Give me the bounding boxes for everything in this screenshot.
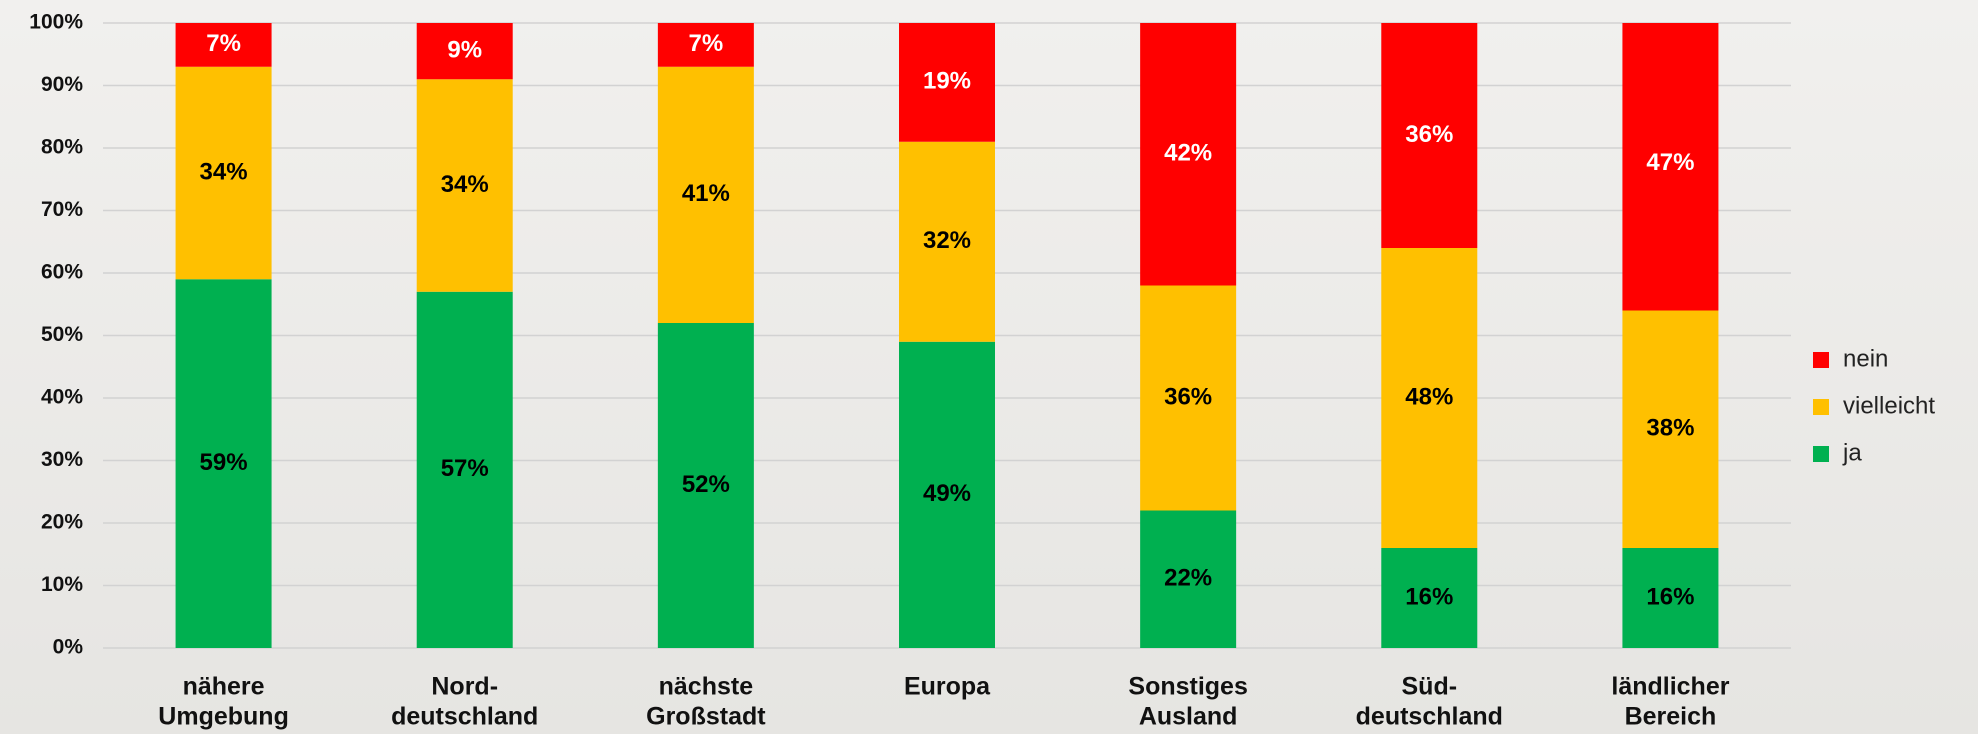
data-label: 32% — [923, 227, 971, 254]
x-tick-label: Ausland — [1139, 703, 1238, 731]
data-label: 9% — [447, 36, 482, 63]
bar-segment — [175, 66, 272, 280]
y-tick-label: 50% — [41, 323, 83, 346]
bar-segment — [657, 66, 754, 323]
y-tick-label: 30% — [41, 448, 83, 471]
x-tick-label: Bereich — [1625, 703, 1717, 731]
bar-segment — [899, 341, 995, 648]
data-label: 19% — [923, 68, 971, 95]
data-label: 42% — [1164, 140, 1212, 167]
data-label: 41% — [682, 180, 730, 207]
data-label: 48% — [1405, 383, 1453, 410]
x-tick-label: Umgebung — [158, 703, 289, 731]
data-label: 7% — [689, 30, 724, 57]
data-label: 34% — [200, 158, 248, 185]
bar-segment — [899, 23, 995, 142]
bar-segment — [1622, 548, 1719, 648]
x-tick-label: Großstadt — [646, 703, 766, 731]
legend-swatch — [1813, 399, 1829, 415]
y-tick-label: 20% — [41, 511, 83, 534]
x-tick-label: deutschland — [391, 703, 538, 731]
y-tick-label: 80% — [41, 136, 83, 159]
bar-segment — [1140, 285, 1237, 511]
bar-segment — [416, 291, 513, 648]
y-tick-label: 60% — [41, 261, 83, 284]
x-tick-label: ländlicher — [1611, 673, 1729, 701]
bar-segment — [899, 141, 995, 342]
x-tick-label: Europa — [904, 673, 991, 701]
labels: 0% 10% 20% 30% 40% 50% 60% 70% 80% 90% 100% nähereU… — [29, 11, 1935, 731]
y-tick-label: 70% — [41, 198, 83, 221]
data-label: 34% — [441, 171, 489, 198]
bar-segment — [1381, 548, 1478, 648]
bar-segment — [657, 23, 754, 67]
legend-label: ja — [1842, 439, 1862, 466]
x-tick-label: nähere — [183, 673, 265, 701]
bar-segment — [1622, 23, 1719, 311]
data-label: 38% — [1646, 415, 1694, 442]
data-label: 36% — [1164, 383, 1212, 410]
bar-segment — [1140, 510, 1237, 648]
data-label: 36% — [1405, 121, 1453, 148]
y-tick-label: 90% — [41, 73, 83, 96]
data-label: 52% — [682, 471, 730, 498]
bars — [175, 23, 1719, 648]
bar-segment — [175, 23, 272, 67]
data-label: 57% — [441, 455, 489, 482]
y-tick-label: 40% — [41, 386, 83, 409]
data-label: 49% — [923, 480, 971, 507]
y-tick-label: 0% — [53, 636, 84, 659]
data-label: 59% — [200, 449, 248, 476]
bar-segment — [1381, 248, 1478, 548]
bar-segment — [175, 279, 272, 648]
bar-segment — [1140, 23, 1237, 286]
bar-segment — [657, 323, 754, 648]
data-label: 7% — [206, 30, 241, 57]
y-tick-label: 100% — [29, 11, 83, 34]
data-label: 47% — [1646, 149, 1694, 176]
bar-segment — [416, 23, 513, 80]
legend-label: nein — [1843, 345, 1888, 372]
bar-segment — [416, 79, 513, 292]
bar-segment — [1622, 310, 1719, 548]
legend-swatch — [1813, 352, 1829, 368]
x-tick-label: Nord- — [431, 673, 498, 701]
x-tick-label: deutschland — [1356, 703, 1503, 731]
x-tick-label: Süd- — [1402, 673, 1458, 701]
legend-label: vielleicht — [1843, 392, 1935, 419]
x-tick-label: Sonstiges — [1128, 673, 1247, 701]
bar-segment — [1381, 23, 1478, 248]
data-label: 16% — [1405, 583, 1453, 610]
y-tick-label: 10% — [41, 573, 83, 596]
data-label: 16% — [1646, 583, 1694, 610]
legend-swatch — [1813, 446, 1829, 462]
x-tick-label: nächste — [659, 673, 754, 701]
data-label: 22% — [1164, 565, 1212, 592]
